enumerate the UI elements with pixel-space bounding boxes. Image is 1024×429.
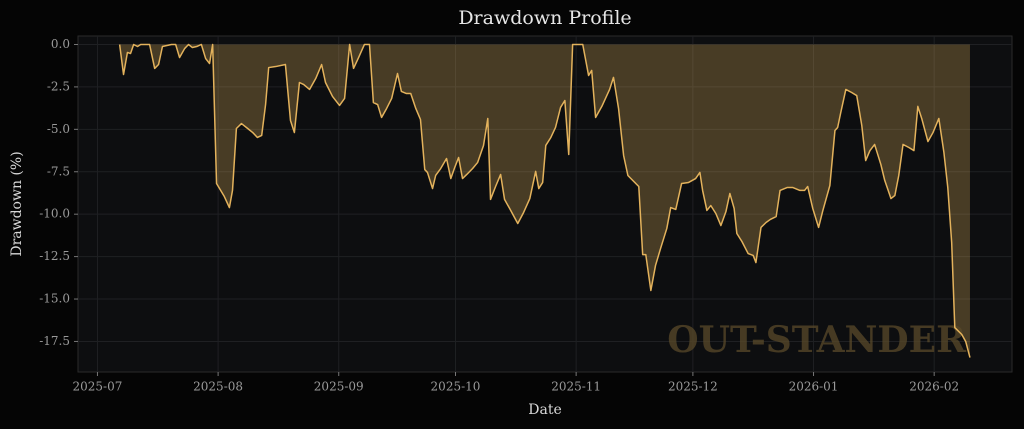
x-tick-label: 2026-02 [909,380,959,394]
x-tick-label: 2025-07 [73,380,123,394]
y-tick-label: -7.5 [47,164,70,178]
y-tick-label: -2.5 [47,79,70,93]
y-tick-label: 0.0 [51,37,70,51]
y-tick-label: -5.0 [47,122,70,136]
x-tick-label: 2026-01 [789,380,839,394]
watermark: OUT-STANDER [667,319,967,361]
x-tick-label: 2025-11 [551,380,601,394]
y-axis-label: Drawdown (%) [9,151,25,256]
drawdown-line [118,43,971,358]
drawdown-area [119,44,970,358]
y-tick-label: -12.5 [39,249,70,263]
x-axis-label: Date [528,402,561,418]
x-tick-label: 2025-08 [193,380,243,394]
x-tick-label: 2025-12 [668,380,718,394]
chart-title: Drawdown Profile [458,7,631,29]
x-tick-label: 2025-09 [314,380,364,394]
x-tick-label: 2025-10 [431,380,481,394]
y-tick-label: -17.5 [39,334,70,348]
plot-area [77,35,1013,373]
y-tick-label: -15.0 [39,292,70,306]
y-tick-label: -10.0 [39,207,70,221]
